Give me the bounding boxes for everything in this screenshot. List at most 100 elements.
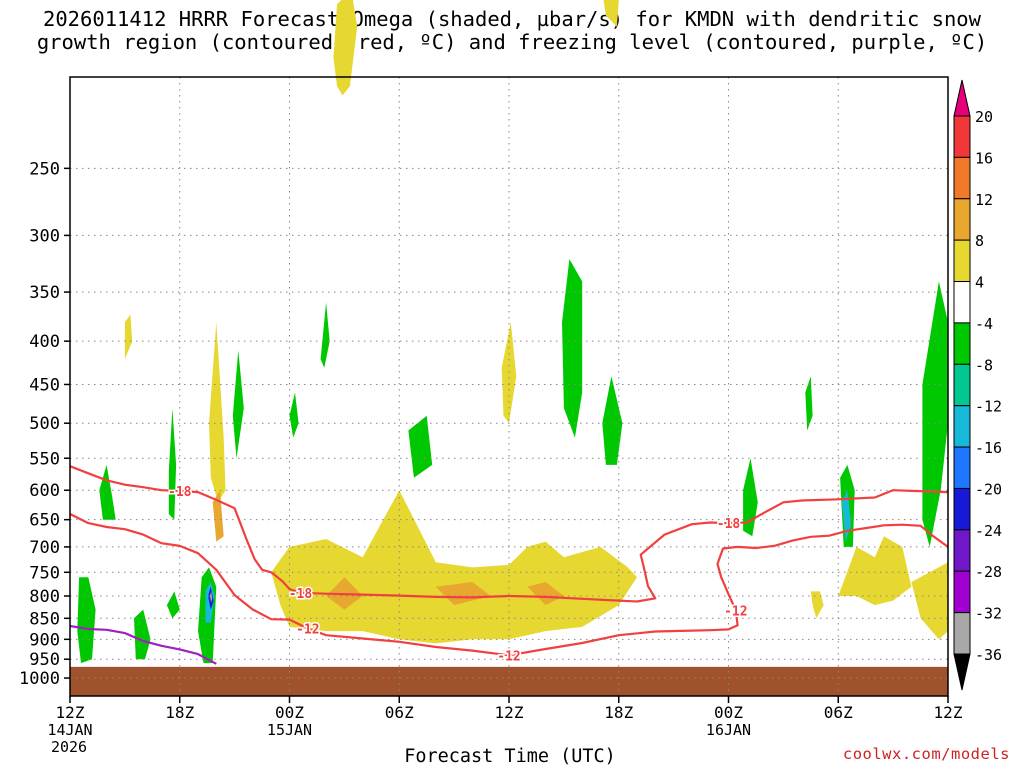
sinking-motion-area bbox=[232, 350, 244, 459]
rising-motion-area bbox=[333, 0, 358, 96]
colorbar-label: 4 bbox=[975, 274, 984, 292]
colorbar-bin bbox=[953, 198, 971, 241]
colorbar-bin bbox=[953, 612, 971, 655]
x-tick-year: 2026 bbox=[51, 738, 87, 756]
sinking-motion-area bbox=[134, 609, 151, 660]
x-tick-label: 12Z bbox=[934, 703, 963, 722]
contour-freezing bbox=[69, 624, 217, 665]
colorbar-bin bbox=[953, 487, 971, 531]
colorbar-label: -28 bbox=[975, 563, 1002, 581]
omega-shading bbox=[77, 0, 948, 664]
y-tick-label: 800 bbox=[29, 587, 60, 607]
x-tick-date: 16JAN bbox=[706, 721, 751, 739]
sinking-motion-area bbox=[99, 464, 116, 520]
colorbar-bin bbox=[953, 529, 971, 572]
y-tick-label: 850 bbox=[29, 609, 60, 629]
rising-motion-area bbox=[603, 0, 619, 27]
y-tick-label: 750 bbox=[29, 563, 60, 583]
y-tick-label: 350 bbox=[29, 283, 60, 303]
contour-label: -18 bbox=[717, 517, 741, 532]
colorbar-bottom-arrow bbox=[953, 653, 971, 691]
axis-labels: 2503003504004505005506006507007508008509… bbox=[19, 159, 963, 756]
sinking-motion-area bbox=[320, 302, 330, 368]
colorbar-bin bbox=[953, 115, 971, 158]
contour-label: -12 bbox=[497, 649, 520, 664]
colorbar-bin bbox=[953, 405, 971, 448]
y-tick-label: 300 bbox=[29, 226, 60, 246]
y-tick-label: 600 bbox=[29, 481, 60, 501]
x-axis-title: Forecast Time (UTC) bbox=[404, 746, 616, 767]
colorbar-label: -16 bbox=[975, 439, 1002, 457]
colorbar-label: -36 bbox=[975, 646, 1002, 664]
x-tick-label: 18Z bbox=[165, 703, 194, 722]
sinking-motion-area bbox=[805, 376, 813, 431]
x-tick-label: 00Z bbox=[714, 703, 743, 722]
rising-motion-area bbox=[810, 591, 824, 619]
rising-motion-area bbox=[209, 322, 226, 503]
y-tick-label: 650 bbox=[29, 511, 60, 531]
contour-label: -18 bbox=[168, 485, 192, 500]
sinking-motion-area bbox=[743, 458, 758, 537]
colorbar-label: -8 bbox=[975, 356, 993, 374]
colorbar-label: 12 bbox=[975, 191, 993, 209]
colorbar: 20 16 12 8 4 -4 -8 -12 -16 -20 -24 -28 -32 -36 bbox=[953, 79, 1002, 691]
sinking-motion-area bbox=[166, 591, 180, 619]
sinking-motion-area bbox=[922, 281, 948, 547]
sinking-motion-area bbox=[562, 259, 583, 438]
contour--18 bbox=[69, 465, 949, 603]
y-tick-label: 450 bbox=[29, 375, 60, 395]
x-tick-label: 06Z bbox=[824, 703, 853, 722]
y-tick-label: 950 bbox=[29, 650, 60, 670]
contour--12 bbox=[69, 513, 949, 657]
chart-title: 2026011412 HRRR Forecast Omega (shaded, … bbox=[0, 8, 1024, 54]
contour-label: -18 bbox=[289, 587, 313, 602]
colorbar-bin bbox=[953, 322, 971, 365]
sinking-motion-area bbox=[168, 408, 177, 520]
sinking-motion-area bbox=[289, 392, 299, 438]
colorbar-bin bbox=[953, 446, 971, 489]
y-tick-label: 550 bbox=[29, 449, 60, 469]
y-tick-label: 700 bbox=[29, 538, 60, 558]
colorbar-label: 16 bbox=[975, 149, 993, 167]
site-credit: coolwx.com/models bbox=[842, 745, 1010, 763]
sinking-motion-area bbox=[77, 577, 96, 664]
y-tick-label: 500 bbox=[29, 414, 60, 434]
colorbar-bin bbox=[953, 570, 971, 614]
colorbar-label: -12 bbox=[975, 398, 1002, 416]
y-tick-label: 400 bbox=[29, 332, 60, 352]
title-line-1: 2026011412 HRRR Forecast Omega (shaded, … bbox=[43, 7, 981, 31]
colorbar-label: -20 bbox=[975, 480, 1002, 498]
colorbar-bin bbox=[953, 239, 971, 283]
colorbar-top-arrow bbox=[953, 79, 971, 117]
colorbar-bin bbox=[953, 363, 971, 407]
colorbar-bin bbox=[953, 156, 971, 200]
contour-label: -12 bbox=[296, 623, 319, 638]
x-tick-label: 12Z bbox=[495, 703, 524, 722]
x-tick-date: 14JAN bbox=[47, 721, 92, 739]
colorbar-label: 20 bbox=[975, 108, 993, 126]
colorbar-label: -24 bbox=[975, 522, 1002, 540]
title-line-2: growth region (contoured, red, ºC) and f… bbox=[36, 30, 988, 54]
rising-motion-area bbox=[435, 582, 491, 606]
colorbar-bin bbox=[953, 281, 971, 324]
y-tick-label: 900 bbox=[29, 630, 60, 650]
rising-motion-area bbox=[838, 536, 912, 606]
x-tick-label: 06Z bbox=[385, 703, 414, 722]
contour-label: -12 bbox=[724, 604, 747, 619]
colorbar-label: 8 bbox=[975, 232, 984, 250]
rising-motion-area bbox=[527, 582, 564, 606]
rising-motion-area bbox=[124, 314, 133, 360]
rising-motion-area bbox=[501, 322, 517, 424]
x-tick-label: 12Z bbox=[56, 703, 85, 722]
y-tick-label: 250 bbox=[29, 159, 60, 179]
sinking-motion-area bbox=[408, 415, 433, 478]
sinking-motion-area bbox=[209, 591, 213, 603]
x-tick-label: 18Z bbox=[604, 703, 633, 722]
sinking-motion-area bbox=[602, 376, 623, 465]
x-tick-date: 15JAN bbox=[267, 721, 312, 739]
colorbar-label: -4 bbox=[975, 315, 993, 333]
sinking-motion-area bbox=[841, 490, 852, 542]
colorbar-label: -32 bbox=[975, 605, 1002, 623]
rising-motion-area bbox=[271, 490, 637, 644]
